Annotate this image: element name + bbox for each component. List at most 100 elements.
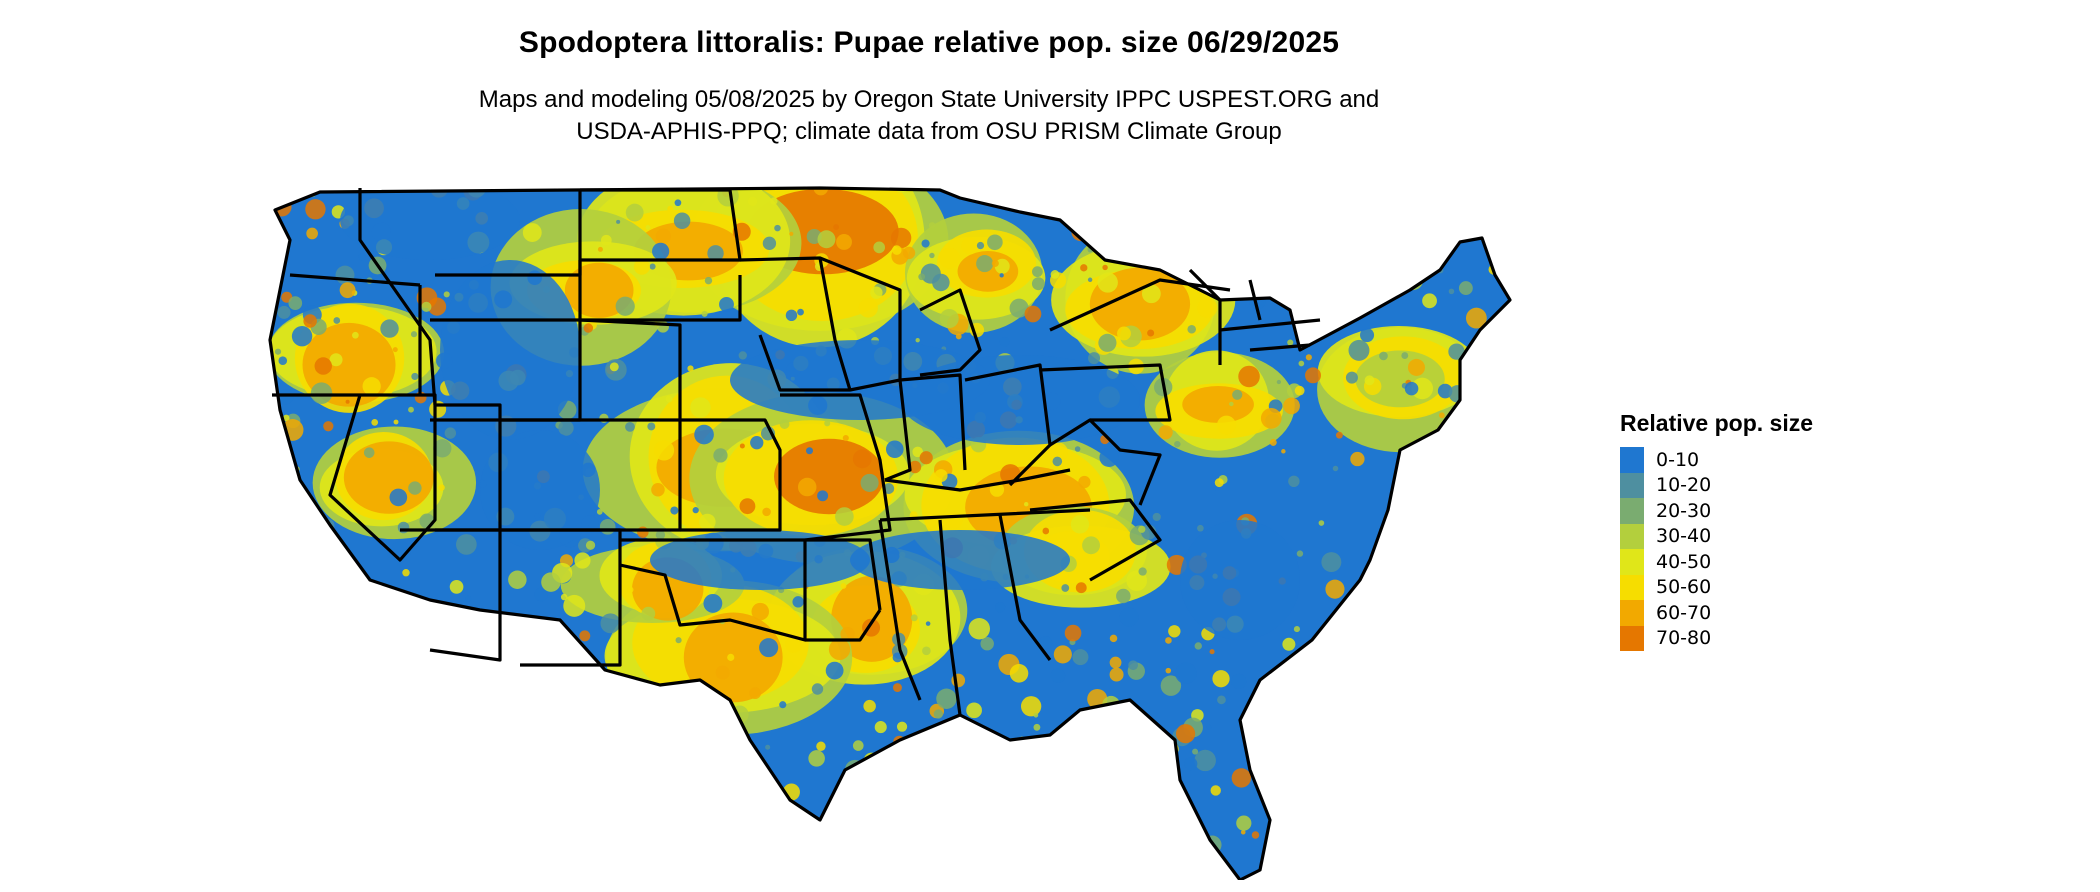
value-speckle [1583,192,1600,211]
value-speckle [1206,724,1212,730]
value-speckle [1486,432,1494,439]
value-speckle [541,572,561,592]
legend-swatch [1620,574,1644,600]
value-speckle [1471,737,1478,744]
value-speckle [922,773,942,794]
value-speckle [1321,552,1342,573]
value-speckle [873,241,886,254]
value-speckle [816,741,826,751]
value-speckle [532,672,541,680]
value-speckle [1174,440,1181,448]
value-speckle [411,707,419,716]
value-speckle [890,855,911,876]
value-speckle [314,357,332,375]
value-speckle [1177,825,1189,836]
legend-label: 20-30 [1656,499,1712,522]
value-speckle [1391,572,1411,592]
value-speckle [1053,645,1072,664]
value-speckle [1524,191,1536,203]
border-sc-nc [1029,498,1162,582]
value-speckle [966,702,982,719]
value-speckle [765,744,771,750]
value-speckle [1042,527,1050,535]
value-patch-low [650,530,870,590]
border-mo-ar [780,393,892,611]
value-speckle [1390,792,1409,812]
value-speckle [522,828,537,844]
value-speckle [438,484,445,491]
value-speckle [329,718,343,732]
value-speckle [672,745,685,758]
value-speckle [505,632,515,642]
value-speckle [306,571,314,578]
border-dakotas [578,188,742,322]
value-speckle [1342,803,1360,821]
value-speckle [860,473,879,492]
value-speckle [1266,245,1286,265]
value-speckle [560,593,568,601]
value-speckle [618,846,631,859]
value-speckle [1288,871,1299,880]
value-speckle [1577,667,1593,683]
value-speckle [835,507,854,526]
value-speckle [1364,375,1375,386]
value-speckle [1277,192,1290,204]
value-speckle [1523,402,1540,419]
value-speckle [1416,464,1428,476]
value-speckle [834,852,857,875]
value-speckle [1528,180,1538,186]
value-speckle [272,194,285,207]
value-speckle [1160,675,1182,696]
legend-swatch [1620,600,1644,626]
value-speckle [503,772,517,786]
value-speckle [720,787,738,805]
value-speckle [492,781,506,795]
value-speckle [1102,264,1108,271]
value-speckle [833,224,840,230]
value-speckle [797,477,817,497]
value-speckle [1354,770,1360,776]
value-speckle [307,792,330,815]
legend-item: 0-10 [1620,447,1920,473]
value-speckle [974,766,984,775]
value-speckle [524,711,539,726]
value-speckle [1014,744,1035,766]
value-speckle [1039,636,1053,650]
value-speckle [1116,588,1131,604]
value-speckle [1089,864,1109,880]
value-speckle [1097,272,1118,293]
value-speckle [306,720,329,743]
value-speckle [1044,810,1064,831]
value-speckle [558,420,574,436]
value-speckle [1381,590,1395,604]
value-speckle [1231,768,1252,788]
value-speckle [338,868,354,880]
value-speckle [1080,767,1101,788]
value-speckle [380,319,399,338]
value-speckle [1031,277,1045,291]
value-speckle [1324,692,1329,698]
value-speckle [1410,855,1417,863]
value-speckle [1229,401,1234,407]
value-speckle [498,180,502,184]
value-blobs [270,180,1600,880]
value-speckle [990,836,1002,849]
value-speckle [1475,703,1482,711]
value-speckle [1560,408,1565,413]
value-speckle [1268,681,1280,693]
value-speckle [762,236,777,250]
value-speckle [345,399,350,404]
value-speckle [1214,209,1236,231]
value-speckle [1050,270,1060,279]
value-speckle [1522,383,1542,403]
legend-label: 0-10 [1656,448,1700,471]
value-speckle [856,778,869,791]
value-speckle [270,313,272,319]
border-nv [328,393,437,562]
value-speckle [393,419,399,425]
value-speckle [1560,377,1566,383]
value-speckle [291,618,312,639]
value-speckle [683,736,697,750]
border-new-england [1188,268,1321,365]
value-speckle [607,834,615,842]
